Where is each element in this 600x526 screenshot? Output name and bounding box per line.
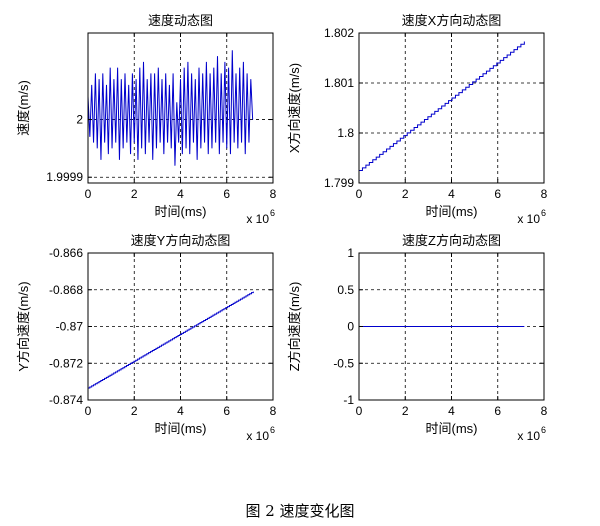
y-tick-label: 1.799 bbox=[324, 176, 354, 190]
x-multiplier-label: x 10 bbox=[517, 429, 540, 443]
x-tick-label: 4 bbox=[448, 187, 455, 201]
x-multiplier-label: x 10 bbox=[517, 212, 540, 226]
x-axis-label: 时间(ms) bbox=[155, 421, 207, 436]
y-tick-label: 1.8 bbox=[337, 126, 354, 140]
x-multiplier-exponent: 6 bbox=[270, 208, 275, 218]
chart-title: 速度动态图 bbox=[148, 13, 213, 28]
y-tick-label: -0.87 bbox=[56, 320, 84, 334]
y-axis-label: X方向速度(m/s) bbox=[287, 63, 302, 153]
x-tick-label: 8 bbox=[270, 187, 277, 201]
chart-title: 速度Y方向动态图 bbox=[131, 233, 231, 248]
x-tick-label: 8 bbox=[541, 187, 548, 201]
y-tick-label: 0 bbox=[347, 320, 354, 334]
chart-title: 速度Z方向动态图 bbox=[402, 233, 501, 248]
x-multiplier-label: x 10 bbox=[246, 212, 269, 226]
x-multiplier-label: x 10 bbox=[246, 429, 269, 443]
x-axis-label: 时间(ms) bbox=[155, 204, 207, 219]
x-tick-label: 6 bbox=[494, 404, 501, 418]
x-multiplier-exponent: 6 bbox=[541, 425, 546, 435]
x-tick-label: 6 bbox=[223, 187, 230, 201]
chart-panel-3: 0 2 4 6 8 -0.874 -0.872 -0.87 -0.868 -0.866 速度Y方向动… bbox=[16, 233, 277, 443]
x-tick-label: 2 bbox=[402, 404, 409, 418]
y-tick-label: -0.868 bbox=[49, 283, 83, 297]
x-tick-label: 0 bbox=[356, 404, 363, 418]
x-tick-label: 2 bbox=[402, 187, 409, 201]
x-tick-label: 2 bbox=[131, 404, 138, 418]
x-tick-label: 6 bbox=[494, 187, 501, 201]
x-multiplier-exponent: 6 bbox=[541, 208, 546, 218]
x-tick-label: 2 bbox=[131, 187, 138, 201]
y-axis-label: 速度(m/s) bbox=[16, 80, 31, 136]
x-multiplier-exponent: 6 bbox=[270, 425, 275, 435]
y-tick-label: 1.9999 bbox=[46, 170, 83, 184]
y-tick-label: -0.866 bbox=[49, 246, 83, 260]
x-axis-label: 时间(ms) bbox=[426, 204, 478, 219]
x-tick-label: 0 bbox=[85, 404, 92, 418]
y-tick-label: 1.802 bbox=[324, 26, 354, 40]
y-tick-label: 1.801 bbox=[324, 76, 354, 90]
series-line bbox=[88, 291, 254, 389]
x-tick-label: 6 bbox=[223, 404, 230, 418]
x-tick-label: 8 bbox=[541, 404, 548, 418]
y-tick-label: -0.5 bbox=[333, 356, 354, 370]
y-axis-label: Y方向速度(m/s) bbox=[16, 281, 31, 371]
x-axis-label: 时间(ms) bbox=[426, 421, 478, 436]
y-axis-label: Z方向速度(m/s) bbox=[287, 282, 302, 372]
y-tick-label: 1 bbox=[347, 246, 354, 260]
x-tick-label: 0 bbox=[356, 187, 363, 201]
chart-title: 速度X方向动态图 bbox=[402, 13, 502, 28]
x-tick-label: 4 bbox=[177, 404, 184, 418]
y-tick-label: 0.5 bbox=[337, 283, 354, 297]
y-tick-label: -0.874 bbox=[49, 393, 83, 407]
x-tick-label: 0 bbox=[85, 187, 92, 201]
figure-caption: 图 2 速度变化图 bbox=[245, 502, 355, 520]
x-tick-label: 8 bbox=[270, 404, 277, 418]
y-tick-label: -1 bbox=[343, 393, 354, 407]
series-line bbox=[87, 50, 254, 166]
y-tick-label: 2 bbox=[76, 113, 83, 127]
x-tick-label: 4 bbox=[177, 187, 184, 201]
series-line bbox=[359, 41, 525, 171]
x-tick-label: 4 bbox=[448, 404, 455, 418]
y-tick-label: -0.872 bbox=[49, 356, 83, 370]
